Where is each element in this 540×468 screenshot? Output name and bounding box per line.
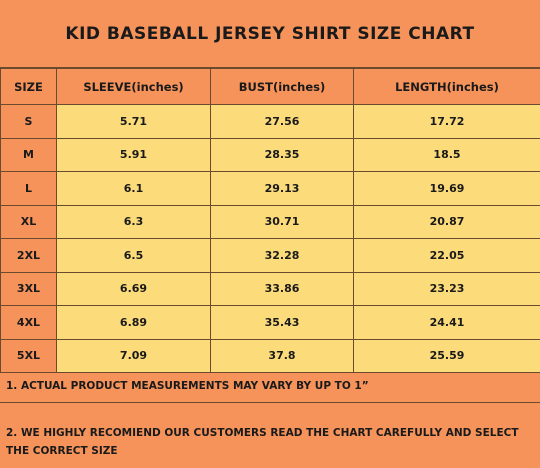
table-row: M 5.91 28.35 18.5 — [0, 137, 540, 172]
bust-cell: 28.35 — [210, 137, 354, 172]
table-row: L 6.1 29.13 19.69 — [0, 171, 540, 206]
length-cell: 19.69 — [353, 171, 540, 206]
sleeve-cell: 7.09 — [56, 338, 211, 373]
table-row: 3XL 6.69 33.86 23.23 — [0, 271, 540, 306]
length-cell: 25.59 — [353, 338, 540, 373]
length-cell: 20.87 — [353, 204, 540, 239]
bust-cell: 29.13 — [210, 171, 354, 206]
table-row: 5XL 7.09 37.8 25.59 — [0, 338, 540, 373]
bust-cell: 33.86 — [210, 271, 354, 306]
table-row: S 5.71 27.56 17.72 — [0, 104, 540, 139]
size-cell: 5XL — [0, 338, 57, 373]
sleeve-cell: 6.89 — [56, 305, 211, 340]
header-bust: BUST(inches) — [210, 68, 354, 105]
sleeve-cell: 6.69 — [56, 271, 211, 306]
chart-title: KID BASEBALL JERSEY SHIRT SIZE CHART — [0, 0, 540, 68]
note-read-chart: 2. WE HIGHLY RECOMIEND OUR CUSTOMERS REA… — [6, 427, 519, 457]
size-cell: 2XL — [0, 238, 57, 273]
table-row: 2XL 6.5 32.28 22.05 — [0, 238, 540, 273]
size-cell: 4XL — [0, 305, 57, 340]
length-cell: 24.41 — [353, 305, 540, 340]
size-cell: L — [0, 171, 57, 206]
table-header-row: SIZE SLEEVE(inches) BUST(inches) LENGTH(… — [0, 68, 540, 105]
length-cell: 17.72 — [353, 104, 540, 139]
sleeve-cell: 6.5 — [56, 238, 211, 273]
sleeve-cell: 5.91 — [56, 137, 211, 172]
bust-cell: 37.8 — [210, 338, 354, 373]
table-row: XL 6.3 30.71 20.87 — [0, 204, 540, 239]
length-cell: 22.05 — [353, 238, 540, 273]
sleeve-cell: 5.71 — [56, 104, 211, 139]
sleeve-cell: 6.3 — [56, 204, 211, 239]
size-cell: XL — [0, 204, 57, 239]
bust-cell: 27.56 — [210, 104, 354, 139]
size-table: SIZE SLEEVE(inches) BUST(inches) LENGTH(… — [0, 68, 540, 373]
bust-cell: 35.43 — [210, 305, 354, 340]
size-cell: M — [0, 137, 57, 172]
bust-cell: 30.71 — [210, 204, 354, 239]
header-size: SIZE — [0, 68, 57, 105]
table-row: 4XL 6.89 35.43 24.41 — [0, 305, 540, 340]
length-cell: 18.5 — [353, 137, 540, 172]
sleeve-cell: 6.1 — [56, 171, 211, 206]
size-cell: S — [0, 104, 57, 139]
header-length: LENGTH(inches) — [353, 68, 540, 105]
note-measurement-variance: 1. ACTUAL PRODUCT MEASUREMENTS MAY VARY … — [0, 370, 540, 403]
bust-cell: 32.28 — [210, 238, 354, 273]
length-cell: 23.23 — [353, 271, 540, 306]
header-sleeve: SLEEVE(inches) — [56, 68, 211, 105]
size-cell: 3XL — [0, 271, 57, 306]
